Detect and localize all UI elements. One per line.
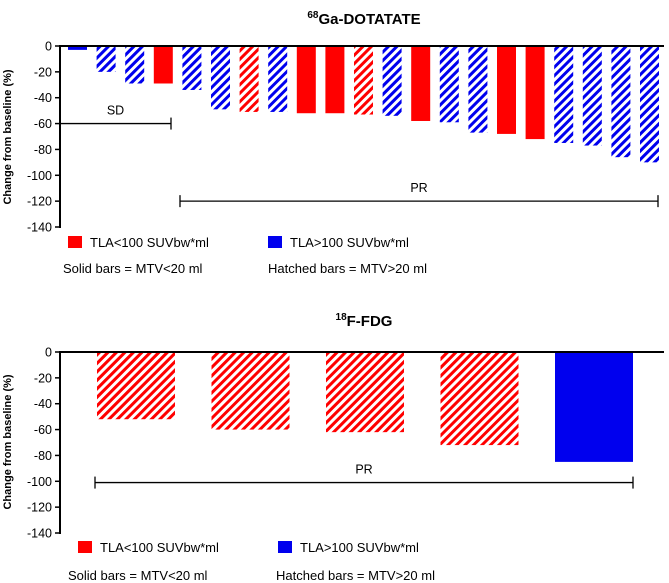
chart1-y-tick-label: -40 xyxy=(34,91,52,105)
chart2-note-solid: Solid bars = MTV<20 ml xyxy=(68,568,208,583)
chart1-range-label: SD xyxy=(107,104,124,118)
chart1-legend-label-blue: TLA>100 SUVbw*ml xyxy=(290,235,409,250)
chart1-bar xyxy=(382,46,402,116)
chart2-range-label: PR xyxy=(355,463,372,477)
chart1-bar xyxy=(325,46,345,114)
chart1-y-tick-label: -80 xyxy=(34,143,52,157)
chart1-legend-swatch-blue xyxy=(268,236,282,248)
chart2-bar xyxy=(211,352,290,430)
chart1-legend-label-red: TLA<100 SUVbw*ml xyxy=(90,235,209,250)
chart1-bars xyxy=(68,46,659,163)
chart1-y-tick-label: 0 xyxy=(45,40,52,54)
chart1-legend-swatch-red xyxy=(68,236,82,248)
chart2-y-tick-label: -80 xyxy=(34,449,52,463)
chart1-y-tick-label: -100 xyxy=(27,169,52,183)
chart1-bar xyxy=(296,46,316,114)
chart2-y-tick-label: -100 xyxy=(27,475,52,489)
chart1-bar xyxy=(497,46,516,134)
chart2-bar xyxy=(326,352,404,433)
chart2-legend-label-red: TLA<100 SUVbw*ml xyxy=(100,540,219,555)
chart1-bar xyxy=(182,46,202,90)
chart1-note-solid: Solid bars = MTV<20 ml xyxy=(63,261,203,276)
chart1-y-tick-label: -140 xyxy=(27,221,52,235)
chart-fdg: 18F-FDG Change from baseline (%) 0 -20 -40… xyxy=(2,312,664,583)
chart1-bar xyxy=(439,46,459,123)
chart2-y-tick-label: 0 xyxy=(45,346,52,360)
chart1-note-hatched: Hatched bars = MTV>20 ml xyxy=(268,261,427,276)
chart1-bar xyxy=(268,46,288,112)
chart1-bar xyxy=(96,46,116,72)
chart1-bar xyxy=(239,46,259,112)
chart2-bar xyxy=(440,352,519,446)
chart2-legend: TLA<100 SUVbw*ml TLA>100 SUVbw*ml xyxy=(78,540,419,555)
chart1-bar xyxy=(468,46,488,133)
chart2-note-hatched: Hatched bars = MTV>20 ml xyxy=(276,568,435,583)
chart1-bar xyxy=(125,46,145,84)
chart1-bar xyxy=(611,46,631,158)
chart1-title: 68Ga-DOTATATE xyxy=(307,10,420,28)
chart2-bars xyxy=(97,352,633,462)
chart1-ranges: SD PR xyxy=(59,104,659,208)
chart1-bar xyxy=(68,46,87,50)
chart1-y-axis-label: Change from baseline (%) xyxy=(2,69,14,204)
chart1-bar xyxy=(211,46,230,110)
chart2-legend-swatch-red xyxy=(78,541,92,553)
chart2-y-tick-label: -40 xyxy=(34,397,52,411)
chart1-legend: TLA<100 SUVbw*ml TLA>100 SUVbw*ml xyxy=(68,235,409,250)
chart-dotatate: 68Ga-DOTATATE Change from baseline (%) 0… xyxy=(2,10,664,276)
chart2-y-tick-label: -60 xyxy=(34,423,52,437)
chart1-bar xyxy=(554,46,574,143)
chart2-ranges: PR xyxy=(94,463,634,489)
chart2-y-axis-label: Change from baseline (%) xyxy=(2,374,14,509)
chart1-bar xyxy=(354,46,373,115)
chart1-bar xyxy=(582,46,602,146)
chart2-title: 18F-FDG xyxy=(336,312,393,330)
chart2-bar xyxy=(555,352,633,462)
chart1-bar xyxy=(640,46,659,163)
chart1-y-tick-label: -20 xyxy=(34,65,52,79)
chart1-range-label: PR xyxy=(410,181,427,195)
chart2-legend-label-blue: TLA>100 SUVbw*ml xyxy=(300,540,419,555)
chart2-bar xyxy=(97,352,175,420)
chart1-bar xyxy=(411,46,431,121)
chart1-y-tick-label: -120 xyxy=(27,195,52,209)
chart1-bar xyxy=(525,46,545,140)
chart2-legend-swatch-blue xyxy=(278,541,292,553)
chart2-y-tick-label: -120 xyxy=(27,501,52,515)
chart2-y-ticks: 0 -20 -40 -60 -80 -100 -120 -140 xyxy=(27,346,60,541)
chart1-bar xyxy=(153,46,173,84)
chart1-y-ticks: 0 -20 -40 -60 -80 -100 -120 -140 xyxy=(27,40,60,235)
chart1-y-tick-label: -60 xyxy=(34,117,52,131)
chart2-y-tick-label: -20 xyxy=(34,371,52,385)
chart2-y-tick-label: -140 xyxy=(27,527,52,541)
